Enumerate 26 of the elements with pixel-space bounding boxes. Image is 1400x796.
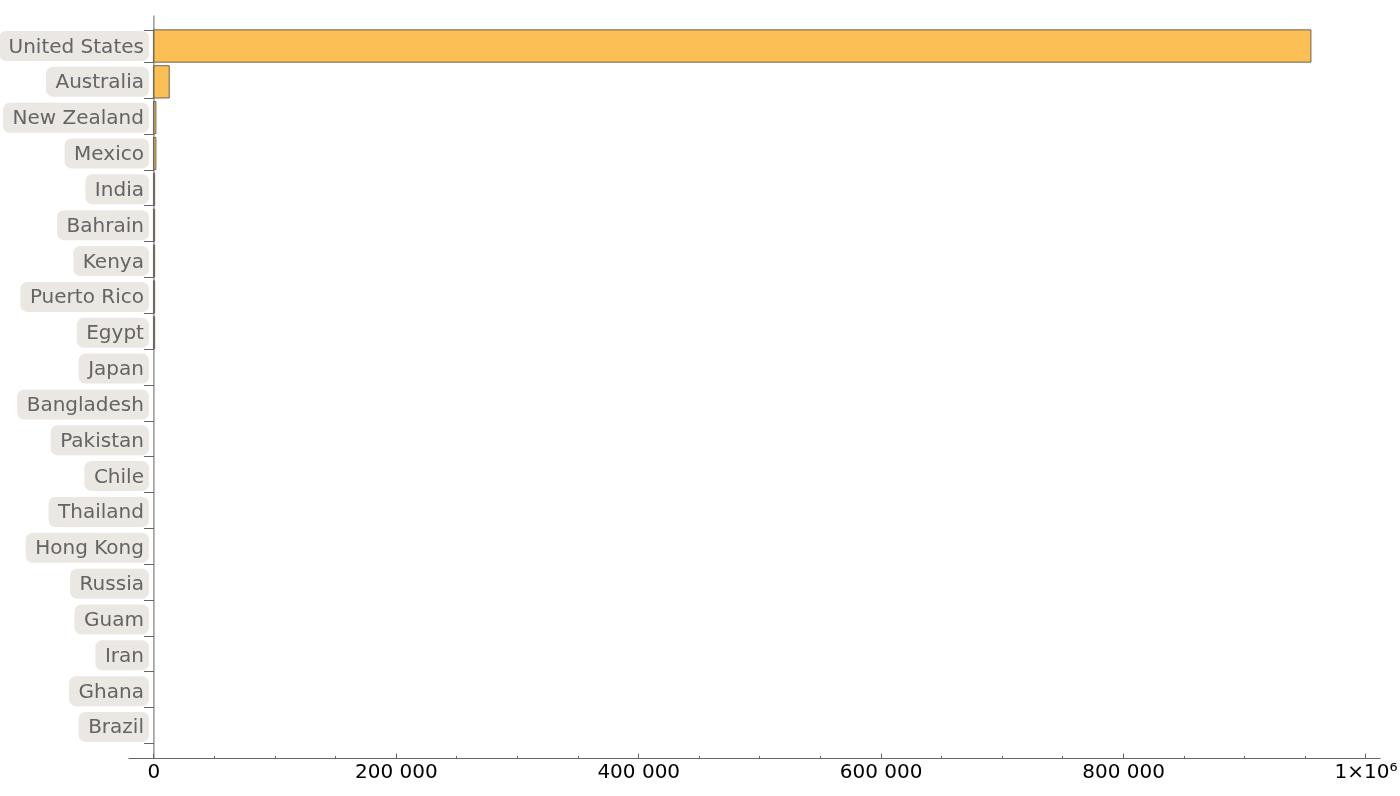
x-tick-label: 0 — [147, 758, 161, 783]
y-tick-label: Pakistan — [60, 427, 144, 452]
y-tick-label: Russia — [79, 571, 144, 596]
y-tick-label: Japan — [86, 356, 144, 381]
x-tick-label: 200 000 — [354, 758, 438, 783]
y-tick-label: Chile — [93, 463, 144, 488]
y-tick-label: Brazil — [88, 714, 144, 739]
y-tick-label: Thailand — [57, 499, 144, 524]
y-tick-label: Guam — [84, 606, 144, 631]
y-tick-label: Puerto Rico — [29, 284, 144, 309]
y-tick-label: India — [94, 176, 144, 201]
y-tick-label: New Zealand — [12, 105, 144, 130]
y-tick-label: Bangladesh — [26, 391, 144, 416]
y-tick-label: Australia — [55, 69, 144, 94]
y-tick-label: Mexico — [74, 141, 144, 166]
x-tick-label: 600 000 — [839, 758, 923, 783]
y-tick-label: Iran — [104, 642, 144, 667]
y-tick-label: Bahrain — [66, 212, 144, 237]
y-tick-label: Egypt — [86, 320, 145, 345]
y-tick-label: United States — [8, 33, 144, 58]
y-tick-label: Hong Kong — [35, 535, 144, 560]
x-tick-label: 800 000 — [1082, 758, 1165, 783]
x-tick-label: 1×10⁶ — [1334, 758, 1398, 783]
y-tick-label: Kenya — [82, 248, 144, 273]
y-tick-label: Ghana — [78, 678, 144, 703]
x-tick-label: 400 000 — [597, 758, 681, 783]
